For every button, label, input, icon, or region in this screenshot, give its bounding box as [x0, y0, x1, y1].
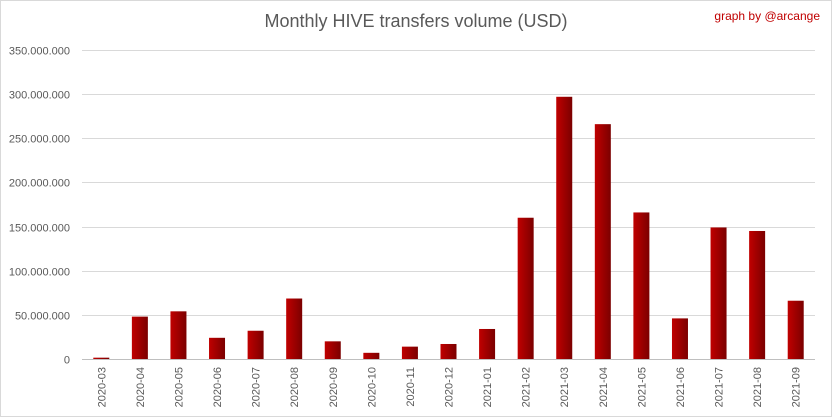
x-tick-label: 2021-02	[521, 367, 533, 407]
y-tick-label: 350.000.000	[9, 46, 70, 58]
x-tick-label: 2020-11	[405, 367, 417, 407]
y-tick-label: 0	[64, 355, 70, 367]
bar-2020-09	[324, 341, 341, 359]
x-tick-label: 2021-09	[791, 367, 803, 407]
x-tick-label: 2020-12	[444, 367, 456, 407]
x-tick-label: 2021-07	[714, 367, 726, 407]
x-tick-label: 2020-08	[289, 367, 301, 407]
x-tick-label: 2020-10	[366, 367, 378, 407]
x-tick-label: 2021-04	[598, 367, 610, 407]
x-tick-label: 2021-03	[559, 367, 571, 407]
x-axis-tick-labels: 2020-03 2020-04 2020-05 2020-06 2020-07 2020-…	[96, 367, 802, 407]
x-tick-label: 2021-01	[482, 367, 494, 407]
y-tick-label: 300.000.000	[9, 90, 70, 102]
x-tick-label: 2020-03	[96, 367, 108, 407]
bar-2021-09	[787, 300, 804, 359]
y-tick-label: 150.000.000	[9, 223, 70, 235]
x-tick-label: 2020-04	[135, 367, 147, 407]
bar-2020-07	[247, 330, 264, 359]
bar-2021-07	[710, 227, 727, 359]
x-tick-label: 2020-06	[212, 367, 224, 407]
bar-2021-06	[671, 318, 688, 359]
bar-2020-03	[93, 357, 110, 359]
bar-2020-06	[209, 337, 226, 359]
bar-2020-05	[170, 311, 187, 359]
bar-2021-08	[749, 230, 766, 359]
x-tick-label: 2020-05	[173, 367, 185, 407]
bar-2020-08	[286, 298, 303, 359]
x-tick-label: 2021-08	[752, 367, 764, 407]
y-tick-label: 200.000.000	[9, 178, 70, 190]
chart-title: Monthly HIVE transfers volume (USD)	[264, 11, 568, 31]
gridlines	[82, 50, 815, 316]
x-tick-label: 2020-09	[328, 367, 340, 407]
x-tick-label: 2021-05	[636, 367, 648, 407]
bar-2020-11	[401, 346, 418, 359]
bar-2021-05	[633, 212, 650, 359]
y-tick-label: 100.000.000	[9, 267, 70, 279]
y-axis-tick-labels: 0 50.000.000 100.000.000 150.000.000 200.000…	[9, 46, 70, 367]
y-tick-label: 250.000.000	[9, 134, 70, 146]
x-tick-label: 2020-07	[251, 367, 263, 407]
bar-2021-03	[556, 96, 573, 359]
bar-2020-04	[131, 316, 148, 359]
chart-credit: graph by @arcange	[714, 9, 820, 23]
bar-2021-02	[517, 217, 534, 359]
bar-2020-10	[363, 352, 380, 359]
x-tick-label: 2021-06	[675, 367, 687, 407]
bars	[93, 96, 804, 359]
y-tick-label: 50.000.000	[15, 311, 70, 323]
bar-2020-12	[440, 343, 457, 359]
bar-2021-04	[594, 124, 611, 359]
bar-2021-01	[479, 328, 496, 359]
